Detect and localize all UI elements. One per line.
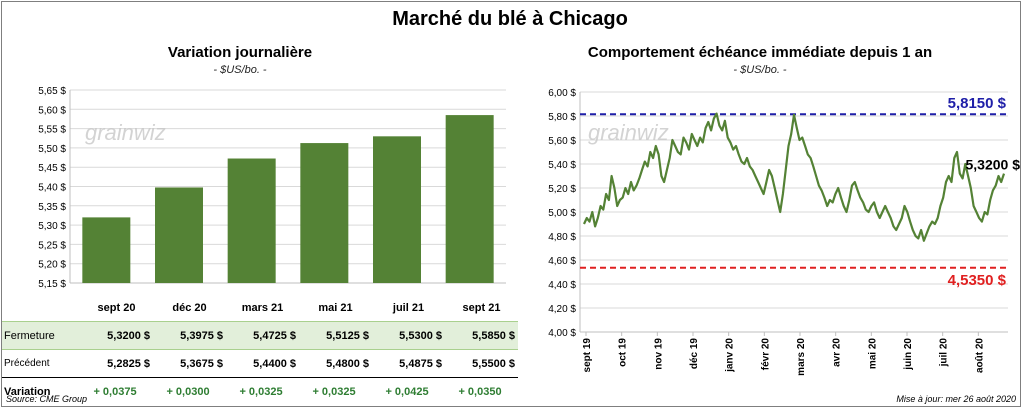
reference-label: 4,5350 $ — [948, 272, 1007, 289]
y-tick-label: 6,00 $ — [548, 88, 576, 99]
close-row: Fermeture 5,3200 $ 5,3975 $ 5,4725 $ 5,5… — [2, 321, 518, 350]
line-chart: 4,00 $ 4,20 $ 4,40 $ 4,60 $ 4,80 $ 5,00 $ 5,20… — [548, 88, 1021, 376]
category-label: déc 20 — [172, 301, 207, 314]
y-tick-label: 5,60 $ — [548, 136, 576, 147]
bar — [82, 217, 131, 283]
x-tick-label: févr 20 — [760, 338, 771, 371]
category-label: sept 21 — [462, 301, 501, 314]
y-tick-label: 5,20 $ — [548, 184, 576, 195]
previous-value: 5,4875 $ — [372, 349, 445, 378]
source-note: Source: CME Group — [6, 394, 88, 404]
close-value: 5,4725 $ — [226, 321, 299, 350]
bar — [445, 115, 494, 283]
y-tick-label: 5,25 $ — [38, 240, 66, 251]
right-chart-unit: - $US/bo. - — [733, 64, 787, 76]
variation-value: + 0,0350 — [458, 385, 502, 398]
y-tick-label: 5,45 $ — [38, 163, 66, 174]
right-chart-title: Comportement échéance immédiate depuis 1… — [587, 44, 933, 61]
close-value: 5,3200 $ — [80, 321, 153, 350]
x-tick-label: déc 19 — [689, 338, 700, 370]
bar — [300, 143, 349, 283]
y-tick-label: 5,55 $ — [38, 125, 66, 136]
close-value: 5,3975 $ — [153, 321, 226, 350]
y-tick-label: 4,80 $ — [548, 232, 576, 243]
y-tick-label: 4,20 $ — [548, 304, 576, 315]
update-note: Mise à jour: mer 26 août 2020 — [896, 394, 1016, 404]
y-tick-label: 5,15 $ — [38, 279, 66, 290]
previous-value: 5,4400 $ — [226, 349, 299, 378]
y-tick-label: 5,80 $ — [548, 112, 576, 123]
previous-value: 5,3675 $ — [153, 349, 226, 378]
x-tick-label: mai 20 — [867, 338, 878, 370]
close-value: 5,5300 $ — [372, 321, 445, 350]
y-tick-label: 5,65 $ — [38, 86, 66, 97]
y-tick-label: 5,20 $ — [38, 260, 66, 271]
variation-value: + 0,0300 — [166, 385, 210, 398]
close-label: Fermeture — [2, 321, 80, 350]
category-label: mars 21 — [241, 301, 284, 314]
variation-label: Variation — [4, 385, 51, 398]
bar-chart: 5,15 $ 5,20 $ 5,25 $ 5,30 $ 5,35 $ 5,40 $ 5,45… — [38, 86, 506, 290]
x-tick-label: juil 20 — [939, 338, 950, 368]
x-tick-label: juin 20 — [903, 338, 914, 371]
variation-value: + 0,0375 — [93, 385, 137, 398]
last-value-label: 5,3200 $ — [966, 157, 1021, 173]
variation-row: Variation + 0,0375 + 0,0300 + 0,0325 + 0… — [2, 378, 518, 406]
left-chart-title: Variation journalière — [167, 44, 313, 61]
y-tick-label: 5,30 $ — [38, 221, 66, 232]
previous-value: 5,2825 $ — [80, 349, 153, 378]
x-tick-label: janv 20 — [725, 338, 736, 373]
x-tick-label: oct 19 — [618, 338, 629, 367]
previous-value: 5,4800 $ — [299, 349, 372, 378]
y-tick-label: 4,40 $ — [548, 280, 576, 291]
y-tick-label: 4,60 $ — [548, 256, 576, 267]
price-line — [583, 112, 1006, 242]
page-title: Marché du blé à Chicago — [392, 8, 628, 30]
category-label: mai 21 — [318, 301, 353, 314]
bar — [373, 136, 421, 283]
y-tick-label: 4,00 $ — [548, 328, 576, 339]
category-label: sept 20 — [97, 301, 136, 314]
y-tick-label: 5,60 $ — [38, 105, 66, 116]
y-tick-label: 5,40 $ — [548, 160, 576, 171]
category-row: sept 20 déc 20 mars 21 mai 21 juil 21 se… — [2, 294, 518, 322]
previous-label: Précédent — [2, 349, 80, 378]
x-tick-label: août 20 — [974, 338, 985, 373]
variation-value: + 0,0425 — [385, 385, 429, 398]
bar — [155, 187, 203, 283]
reference-label: 5,8150 $ — [948, 95, 1007, 112]
x-tick-label: mars 20 — [796, 338, 807, 376]
y-tick-label: 5,00 $ — [548, 208, 576, 219]
watermark-logo: grainwiz — [85, 120, 166, 145]
variation-value: + 0,0325 — [312, 385, 356, 398]
close-value: 5,5125 $ — [299, 321, 372, 350]
previous-row: Précédent 5,2825 $ 5,3675 $ 5,4400 $ 5,4… — [2, 349, 518, 378]
x-tick-label: avr 20 — [832, 338, 843, 367]
y-tick-label: 5,35 $ — [38, 202, 66, 213]
previous-value: 5,5500 $ — [445, 349, 518, 378]
values-table: sept 20 déc 20 mars 21 mai 21 juil 21 se… — [2, 294, 518, 405]
watermark-logo: grainwiz — [588, 120, 669, 145]
bar — [227, 158, 276, 283]
category-label: juil 21 — [392, 301, 425, 314]
y-tick-label: 5,50 $ — [38, 144, 66, 155]
y-tick-label: 5,40 $ — [38, 183, 66, 194]
left-chart-unit: - $US/bo. - — [213, 64, 267, 76]
x-tick-label: nov 19 — [653, 338, 664, 370]
x-tick-label: sept 19 — [582, 338, 593, 373]
close-value: 5,5850 $ — [445, 321, 518, 350]
variation-value: + 0,0325 — [239, 385, 283, 398]
